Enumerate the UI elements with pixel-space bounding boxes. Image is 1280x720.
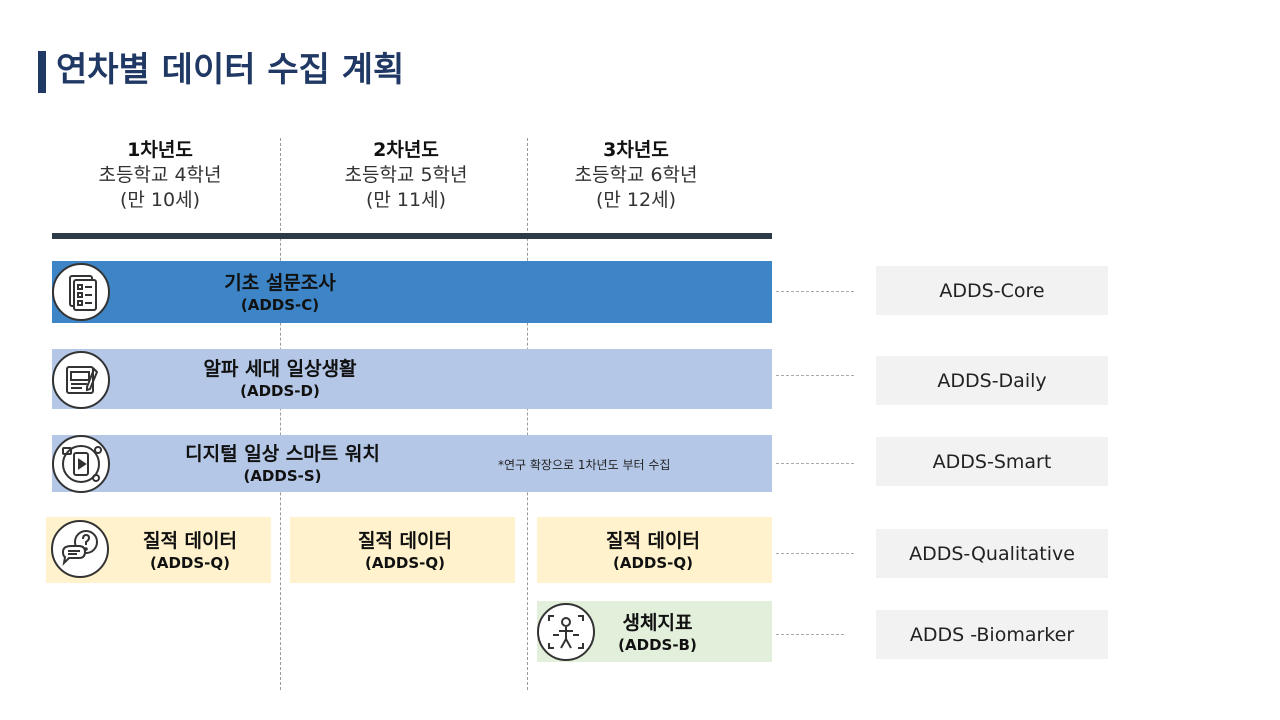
band-daily-name: 알파 세대 일상생활 [203, 358, 357, 380]
band-smart-name: 디지털 일상 스마트 워치 [185, 443, 380, 465]
grade-label: 초등학교 5학년 [344, 164, 468, 186]
year-label: 3차년도 [603, 139, 669, 161]
qualitative-code: (ADDS-Q) [364, 554, 445, 572]
qualitative-code: (ADDS-Q) [612, 554, 693, 572]
age-label: (만 12세) [595, 189, 676, 211]
biomarker-text: 생체지표 (ADDS-B) [600, 612, 715, 656]
qualitative-text-1: 질적 데이터 (ADDS-Q) [110, 530, 270, 574]
page-title: 연차별 데이터 수집 계획 [56, 50, 405, 90]
year-label: 2차년도 [373, 139, 439, 161]
grade-label: 초등학교 6학년 [574, 164, 698, 186]
survey-checklist-icon [52, 263, 110, 321]
qualitative-name: 질적 데이터 [357, 530, 452, 552]
title-accent-bar [38, 51, 46, 93]
label-daily: ADDS-Daily [876, 356, 1108, 405]
band-core [52, 261, 772, 323]
qualitative-code: (ADDS-Q) [149, 554, 230, 572]
band-smart-text: 디지털 일상 스마트 워치 (ADDS-S) [160, 443, 405, 487]
year-header-1: 1차년도 초등학교 4학년 (만 10세) [50, 138, 270, 213]
smart-note: *연구 확장으로 1차년도 부터 수집 [498, 458, 671, 472]
band-daily-code: (ADDS-D) [240, 382, 320, 400]
label-qualitative: ADDS-Qualitative [876, 529, 1108, 578]
biomarker-name: 생체지표 [622, 612, 693, 634]
connector-biomarker [776, 634, 844, 635]
grade-label: 초등학교 4학년 [98, 164, 222, 186]
connector-core [776, 291, 854, 292]
label-biomarker: ADDS -Biomarker [876, 610, 1108, 659]
connector-smart [776, 463, 854, 464]
year-header-3: 3차년도 초등학교 6학년 (만 12세) [526, 138, 746, 213]
year-label: 1차년도 [127, 139, 193, 161]
age-label: (만 11세) [365, 189, 446, 211]
question-chat-icon [51, 520, 109, 578]
year-divider-2 [527, 138, 528, 690]
notebook-icon [52, 351, 110, 409]
band-smart-code: (ADDS-S) [243, 467, 322, 485]
band-daily-text: 알파 세대 일상생활 (ADDS-D) [170, 358, 390, 402]
connector-qualitative [776, 553, 854, 554]
connector-daily [776, 375, 854, 376]
qualitative-text-2: 질적 데이터 (ADDS-Q) [325, 530, 485, 574]
label-core: ADDS-Core [876, 266, 1108, 315]
qualitative-box-2 [290, 517, 515, 583]
biomarker-code: (ADDS-B) [618, 636, 697, 654]
year-header-2: 2차년도 초등학교 5학년 (만 11세) [296, 138, 516, 213]
band-core-code: (ADDS-C) [240, 296, 320, 314]
body-scan-icon [537, 603, 595, 661]
smartwatch-app-icon [52, 435, 110, 493]
age-label: (만 10세) [119, 189, 200, 211]
band-core-text: 기초 설문조사 (ADDS-C) [180, 272, 380, 316]
band-core-name: 기초 설문조사 [224, 272, 336, 294]
qualitative-box-3 [537, 517, 772, 583]
band-daily [52, 349, 772, 409]
year-divider-1 [280, 138, 281, 690]
qualitative-text-3: 질적 데이터 (ADDS-Q) [573, 530, 733, 574]
band-smart [52, 435, 772, 492]
qualitative-name: 질적 데이터 [142, 530, 237, 552]
timeline-bar [52, 233, 772, 239]
label-smart: ADDS-Smart [876, 437, 1108, 486]
qualitative-name: 질적 데이터 [605, 530, 700, 552]
